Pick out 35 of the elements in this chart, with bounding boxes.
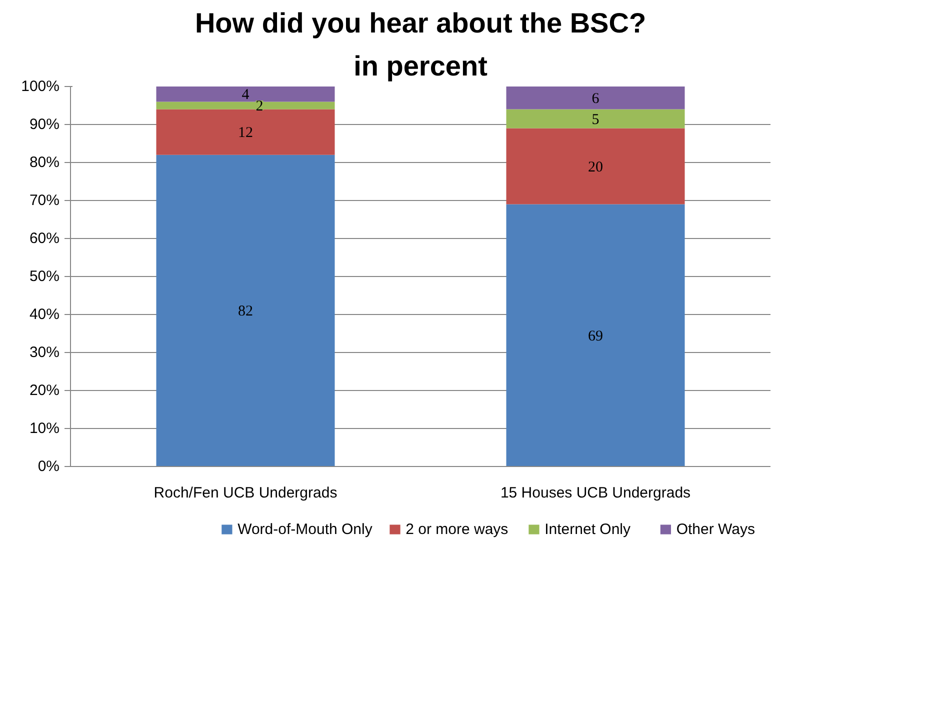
legend-label: Word-of-Mouth Only	[238, 521, 373, 538]
bar	[156, 102, 335, 110]
bar	[156, 109, 335, 155]
y-tick-label: 0%	[38, 458, 60, 475]
x-tick-label: 15 Houses UCB Undergrads	[500, 484, 691, 502]
y-tick-label: 40%	[29, 306, 60, 323]
y-tick-label: 10%	[29, 420, 60, 437]
bar	[156, 86, 335, 102]
legend-label: Internet Only	[544, 521, 631, 538]
bar	[506, 128, 685, 204]
bar	[506, 109, 685, 128]
data-label: 82	[238, 304, 253, 320]
data-label: 2	[256, 98, 264, 114]
data-label: 4	[242, 87, 250, 104]
data-label: 5	[592, 112, 600, 128]
y-tick-label: 30%	[29, 344, 60, 361]
y-tick-label: 90%	[29, 116, 60, 133]
chart-subtitle: in percent	[354, 50, 488, 82]
data-label: 20	[588, 159, 603, 176]
data-label: 6	[592, 90, 600, 107]
data-label: 69	[588, 328, 603, 344]
chart-title: How did you hear about the BSC?	[194, 8, 646, 38]
y-tick-label: 80%	[29, 154, 60, 171]
bar	[506, 204, 685, 466]
bar	[156, 154, 335, 466]
y-tick-label: 60%	[29, 230, 60, 247]
y-tick-label: 50%	[29, 268, 60, 285]
x-tick-label: Roch/Fen UCB Undergrads	[154, 484, 338, 502]
bar	[506, 86, 685, 110]
legend-label: Other Ways	[676, 521, 755, 538]
legend-label: 2 or more ways	[406, 521, 508, 538]
y-tick-label: 20%	[29, 382, 60, 399]
data-label: 12	[238, 125, 253, 142]
y-tick-label: 70%	[29, 192, 60, 209]
y-tick-label: 100%	[21, 78, 60, 95]
